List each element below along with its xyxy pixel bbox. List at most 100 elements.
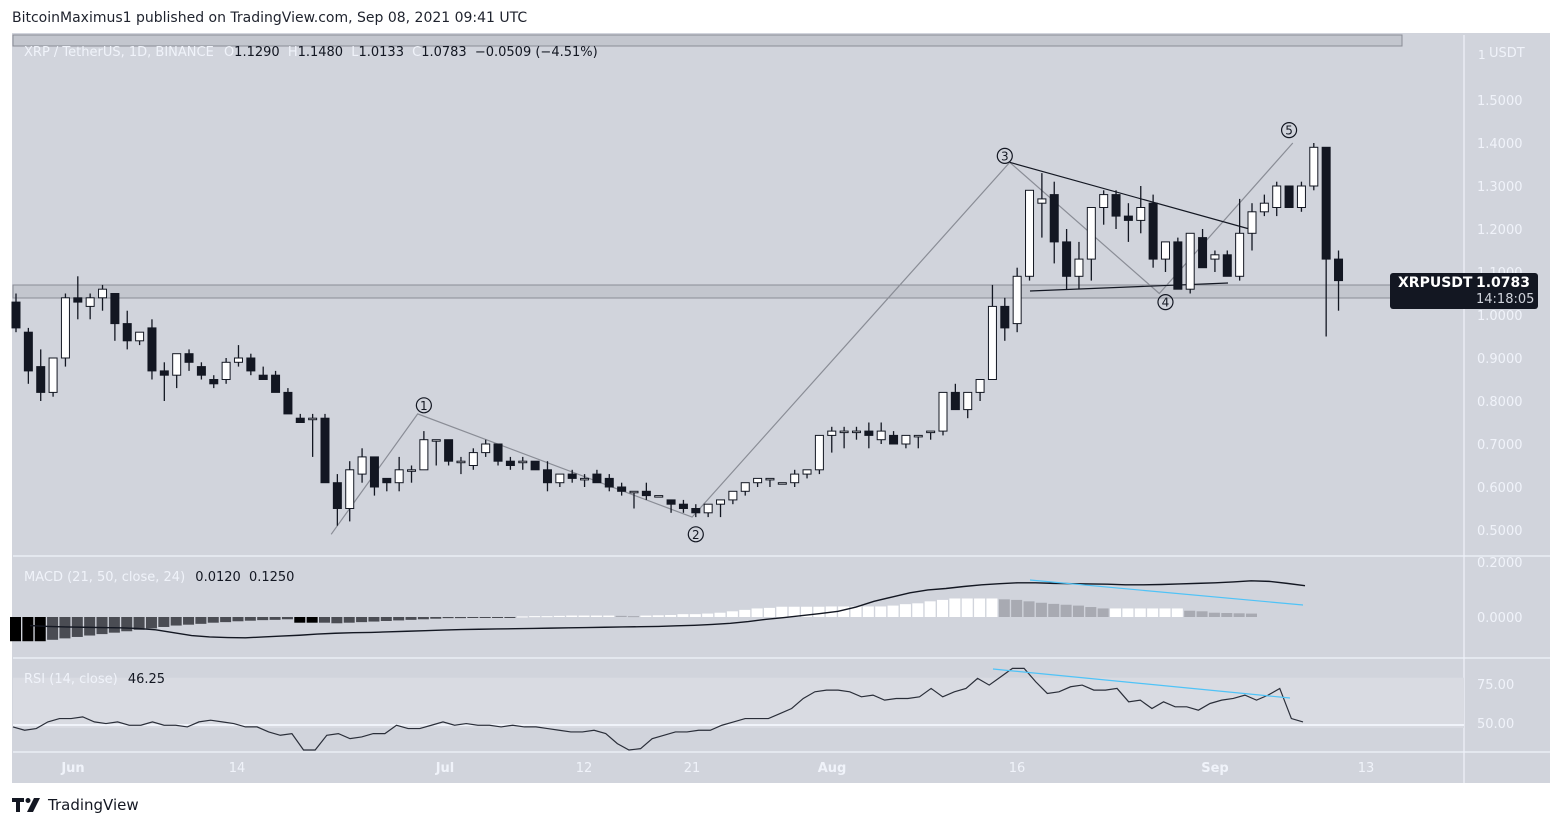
candle[interactable] (135, 331, 145, 346)
candle[interactable] (1198, 229, 1208, 269)
candle[interactable] (814, 434, 824, 475)
candle[interactable] (481, 439, 491, 457)
candle[interactable] (678, 499, 688, 513)
candle[interactable] (753, 477, 763, 487)
candle[interactable] (1062, 229, 1072, 290)
candle[interactable] (802, 469, 812, 479)
candle[interactable] (1247, 203, 1257, 251)
candle[interactable] (1037, 173, 1047, 238)
triangle-lower-trendline[interactable] (1029, 282, 1229, 292)
candle[interactable] (122, 310, 132, 350)
candle[interactable] (493, 443, 503, 466)
wave-label-2[interactable]: 2 (687, 526, 704, 543)
candle[interactable] (505, 456, 515, 470)
candle[interactable] (963, 391, 973, 419)
candle[interactable] (320, 413, 330, 484)
candle[interactable] (1111, 190, 1121, 229)
candle[interactable] (913, 434, 923, 449)
rsi-divergence-line[interactable] (992, 668, 1291, 699)
candle[interactable] (11, 293, 21, 333)
candle[interactable] (518, 456, 528, 470)
candle[interactable] (246, 353, 256, 376)
candle[interactable] (790, 469, 800, 487)
candle[interactable] (1259, 194, 1269, 217)
candle[interactable] (1334, 250, 1344, 311)
candle[interactable] (987, 284, 997, 380)
candle[interactable] (889, 431, 899, 445)
candle[interactable] (382, 477, 392, 492)
candle[interactable] (184, 349, 194, 371)
candle[interactable] (1136, 186, 1146, 234)
candle[interactable] (938, 391, 948, 436)
candle[interactable] (1049, 181, 1059, 264)
candle[interactable] (592, 469, 602, 484)
candle[interactable] (666, 499, 676, 513)
candle[interactable] (691, 504, 701, 518)
candle[interactable] (98, 284, 108, 311)
candle[interactable] (332, 474, 342, 526)
candle[interactable] (271, 370, 281, 393)
triangle-upper-trendline[interactable] (1009, 161, 1254, 231)
candle[interactable] (777, 482, 787, 485)
candle[interactable] (864, 422, 874, 449)
candle[interactable] (283, 388, 293, 415)
candle[interactable] (73, 276, 83, 320)
candle[interactable] (580, 474, 590, 487)
candle[interactable] (1074, 241, 1084, 290)
candle[interactable] (530, 460, 540, 471)
candle[interactable] (827, 426, 837, 453)
candle[interactable] (1160, 241, 1170, 272)
candle[interactable] (1012, 267, 1022, 333)
candle[interactable] (456, 456, 466, 475)
candle[interactable] (233, 345, 243, 367)
candle[interactable] (901, 434, 911, 449)
candle[interactable] (617, 482, 627, 496)
candle[interactable] (1000, 297, 1010, 341)
candle[interactable] (975, 379, 985, 402)
candle[interactable] (1296, 181, 1306, 212)
candle[interactable] (1284, 185, 1294, 208)
candle[interactable] (308, 413, 318, 457)
candle[interactable] (1173, 237, 1183, 290)
candle[interactable] (295, 413, 305, 424)
candle[interactable] (703, 503, 713, 518)
candle[interactable] (629, 490, 639, 509)
candle[interactable] (716, 499, 726, 518)
wave-label-1[interactable]: 1 (415, 397, 432, 414)
candle[interactable] (851, 426, 861, 440)
candle[interactable] (357, 448, 367, 483)
candle[interactable] (407, 465, 417, 483)
elliott-wave-line[interactable] (330, 142, 1294, 535)
candle[interactable] (926, 430, 936, 440)
candle[interactable] (654, 495, 664, 498)
wave-label-4[interactable]: 4 (1157, 294, 1174, 311)
candle[interactable] (1235, 198, 1245, 281)
wave-label-3[interactable]: 3 (996, 147, 1013, 164)
top-range-box[interactable] (12, 34, 1403, 47)
candle[interactable] (567, 469, 577, 483)
candle[interactable] (159, 362, 169, 401)
candle[interactable] (60, 293, 70, 367)
candle[interactable] (604, 474, 614, 492)
candle[interactable] (110, 293, 120, 341)
candle[interactable] (394, 456, 404, 492)
wave-label-5[interactable]: 5 (1280, 122, 1298, 139)
candle[interactable] (728, 490, 738, 505)
candle[interactable] (431, 439, 441, 466)
candle[interactable] (23, 327, 33, 384)
candle[interactable] (740, 482, 750, 496)
candle[interactable] (1185, 232, 1195, 294)
candle[interactable] (258, 366, 268, 381)
candle[interactable] (369, 456, 379, 496)
macd-divergence-line[interactable] (1029, 579, 1304, 606)
candle[interactable] (1321, 146, 1331, 337)
candle[interactable] (1210, 250, 1220, 273)
candle[interactable] (555, 473, 565, 487)
candle[interactable] (196, 362, 206, 380)
candle[interactable] (839, 426, 849, 449)
candle[interactable] (85, 293, 95, 320)
candle[interactable] (147, 319, 157, 380)
candle[interactable] (419, 431, 429, 471)
candle[interactable] (1123, 203, 1133, 242)
